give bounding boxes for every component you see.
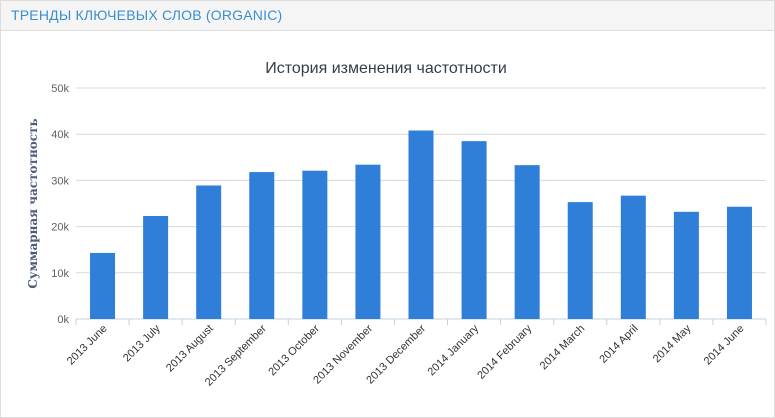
x-tick-label: 2013 August — [164, 323, 216, 375]
bar — [408, 130, 434, 319]
x-tick-label: 2014 February — [475, 322, 534, 381]
x-tick-label: 2014 April — [597, 323, 640, 366]
bar — [461, 141, 487, 319]
chart-area: История изменения частотности 0k 10k 20k 30k… — [1, 31, 774, 417]
x-tick-label: 2014 May — [651, 322, 694, 365]
bar-chart: История изменения частотности 0k 10k 20k 30k… — [26, 60, 767, 389]
y-tick-label: 30k — [51, 175, 69, 187]
y-tick-label: 40k — [51, 129, 69, 141]
bar — [726, 206, 752, 319]
bar — [514, 165, 540, 319]
bar — [355, 164, 381, 319]
x-tick-label: 2014 January — [426, 322, 482, 378]
bar — [90, 252, 116, 319]
bar — [620, 195, 646, 319]
bar — [249, 172, 275, 319]
y-tick-label: 0k — [57, 314, 69, 326]
x-tick-label: 2014 March — [538, 323, 588, 373]
chart-title: История изменения частотности — [265, 60, 507, 77]
bar — [302, 170, 328, 319]
y-axis-title: Суммарная частотность — [26, 118, 40, 288]
bar — [143, 215, 169, 319]
x-tick-label: 2013 July — [121, 322, 163, 364]
x-tick-label: 2013 October — [266, 322, 322, 378]
x-tick-label: 2014 June — [702, 323, 747, 368]
y-tick-label: 20k — [51, 222, 69, 234]
y-tick-label: 10k — [51, 268, 69, 280]
bar — [673, 211, 699, 319]
bar — [567, 202, 593, 319]
panel-title: ТРЕНДЫ КЛЮЧЕВЫХ СЛОВ (ORGANIC) — [1, 1, 774, 31]
y-tick-label: 50k — [51, 83, 69, 95]
x-tick-label: 2013 June — [65, 323, 110, 368]
bar — [196, 185, 222, 319]
